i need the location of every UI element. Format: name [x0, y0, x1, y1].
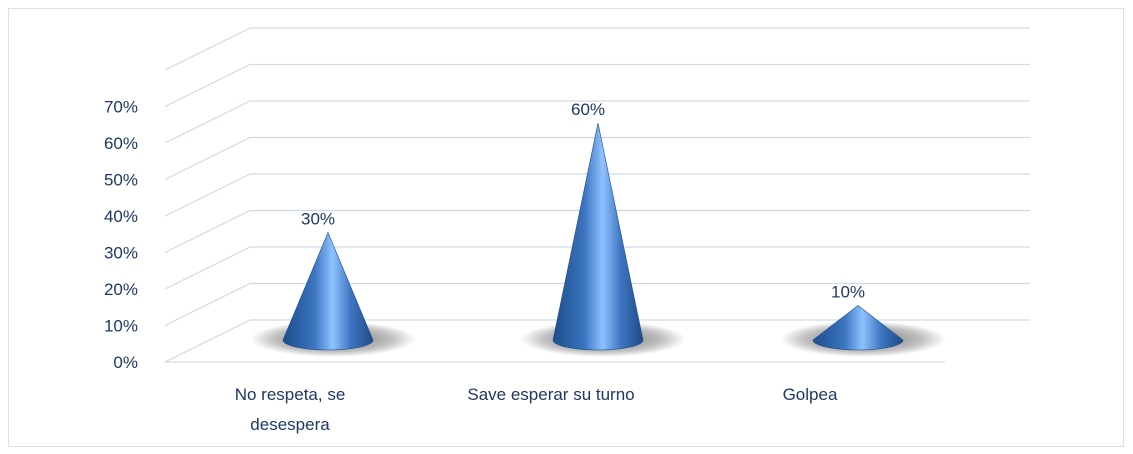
category-label: Golpea [783, 385, 838, 404]
y-tick-label: 20% [104, 280, 138, 299]
y-tick-label: 60% [104, 134, 138, 153]
category-label: No respeta, se [235, 385, 346, 404]
data-label: 30% [301, 210, 335, 229]
side-gridline [164, 209, 251, 254]
chart-frame [8, 8, 1124, 447]
side-gridline [164, 282, 251, 327]
x-axis: No respeta, se desespera Save esperar su t… [235, 385, 838, 434]
y-tick-label: 10% [104, 317, 138, 336]
y-axis: 0% 10% 20% 30% 40% 50% 60% 70% [104, 98, 138, 373]
cone-bar [282, 231, 374, 351]
side-gridline [164, 27, 251, 71]
data-label: 60% [571, 100, 605, 119]
side-gridline [164, 319, 251, 363]
category-label: Save esperar su turno [467, 385, 634, 404]
side-gridline [164, 100, 251, 144]
category-label: desespera [250, 415, 330, 434]
grid-layer [164, 27, 1030, 363]
cone-bar [812, 305, 904, 351]
y-tick-label: 30% [104, 244, 138, 263]
y-tick-label: 40% [104, 207, 138, 226]
side-gridline [164, 63, 251, 108]
side-gridline [164, 173, 251, 217]
side-gridline [164, 246, 251, 290]
side-gridline [164, 136, 251, 181]
y-tick-label: 50% [104, 171, 138, 190]
data-label-layer: 30% 60% 10% [301, 100, 865, 302]
cone-layer [250, 122, 946, 357]
y-tick-label: 70% [104, 98, 138, 117]
data-label: 10% [831, 283, 865, 302]
y-tick-label: 0% [113, 353, 138, 372]
cone-bar [552, 122, 644, 351]
